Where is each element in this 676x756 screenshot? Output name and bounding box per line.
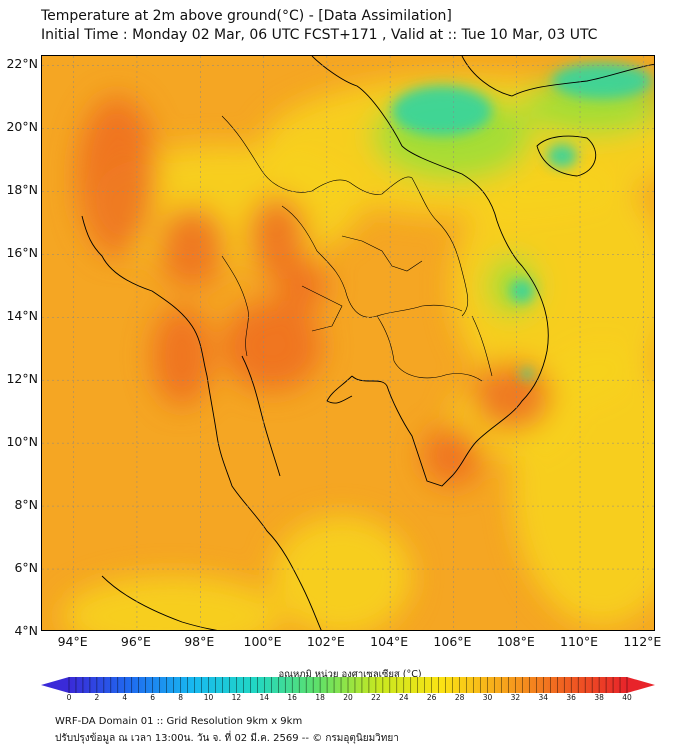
country-borders xyxy=(221,115,493,382)
latitude-label: 14°N xyxy=(6,308,38,324)
latitude-label: 20°N xyxy=(6,119,38,135)
graticule xyxy=(42,56,654,630)
colorbar xyxy=(41,677,655,693)
colorbar-high-arrow xyxy=(627,677,655,693)
longitude-label: 98°E xyxy=(184,634,215,649)
colorbar-tick-label: 10 xyxy=(203,693,214,702)
chart-subtitle: Initial Time : Monday 02 Mar, 06 UTC FCS… xyxy=(41,27,598,43)
longitude-label: 104°E xyxy=(370,634,409,649)
colorbar-tick-label: 16 xyxy=(287,693,297,702)
colorbar-tick-label: 32 xyxy=(510,693,521,702)
colorbar-tick-label: 20 xyxy=(343,693,353,702)
longitude-label: 102°E xyxy=(306,634,345,649)
colorbar-tick-label: 8 xyxy=(178,693,183,702)
update-info: ปรับปรุงข้อมูล ณ เวลา 13:00น. วัน จ. ที่… xyxy=(55,733,399,744)
latitude-label: 4°N xyxy=(14,623,38,638)
colorbar-tick-label: 14 xyxy=(259,693,270,702)
colorbar-tick-label: 26 xyxy=(426,693,437,702)
chart-title: Temperature at 2m above ground(°C) - [Da… xyxy=(41,8,452,24)
temperature-map xyxy=(42,56,654,630)
longitude-label: 94°E xyxy=(57,634,88,649)
latitude-label: 8°N xyxy=(14,497,38,513)
colorbar-tick-label: 36 xyxy=(566,693,576,702)
longitude-label: 100°E xyxy=(243,634,282,649)
latitude-label: 10°N xyxy=(6,434,38,450)
colorbar-tick-label: 18 xyxy=(315,693,325,702)
colorbar-tick-label: 34 xyxy=(538,693,549,702)
colorbar-tick-label: 4 xyxy=(122,693,128,702)
cold-spots xyxy=(392,63,652,380)
latitude-label: 18°N xyxy=(6,182,38,198)
temperature-field xyxy=(62,76,654,630)
colorbar-tick-label: 0 xyxy=(66,693,72,702)
colorbar-tick-label: 12 xyxy=(231,693,242,702)
colorbar-tick-label: 40 xyxy=(622,693,632,702)
longitude-label: 110°E xyxy=(560,634,599,649)
map-panel xyxy=(41,55,655,631)
colorbar-tick-label: 38 xyxy=(594,693,604,702)
longitude-label: 112°E xyxy=(623,634,662,649)
longitude-label: 96°E xyxy=(120,634,151,649)
colorbar-tick-label: 2 xyxy=(94,693,100,702)
colorbar-tick-label: 6 xyxy=(150,693,156,702)
colorbar-tick-label: 24 xyxy=(399,693,409,702)
longitude-label: 106°E xyxy=(433,634,472,649)
latitude-label: 6°N xyxy=(14,560,38,576)
latitude-label: 16°N xyxy=(6,245,38,261)
colorbar-tick-label: 22 xyxy=(371,693,381,702)
colorbar-low-arrow xyxy=(41,677,69,693)
colorbar-title: อุณหภูมิ หน่วย องศาเซลเซียส (°C) xyxy=(278,669,422,680)
latitude-label: 22°N xyxy=(6,56,38,72)
latitude-label: 12°N xyxy=(6,371,38,387)
model-info: WRF-DA Domain 01 :: Grid Resolution 9km … xyxy=(55,716,303,727)
longitude-label: 108°E xyxy=(496,634,535,649)
colorbar-tick-label: 28 xyxy=(454,693,465,702)
colorbar-tick-label: 30 xyxy=(482,693,493,702)
